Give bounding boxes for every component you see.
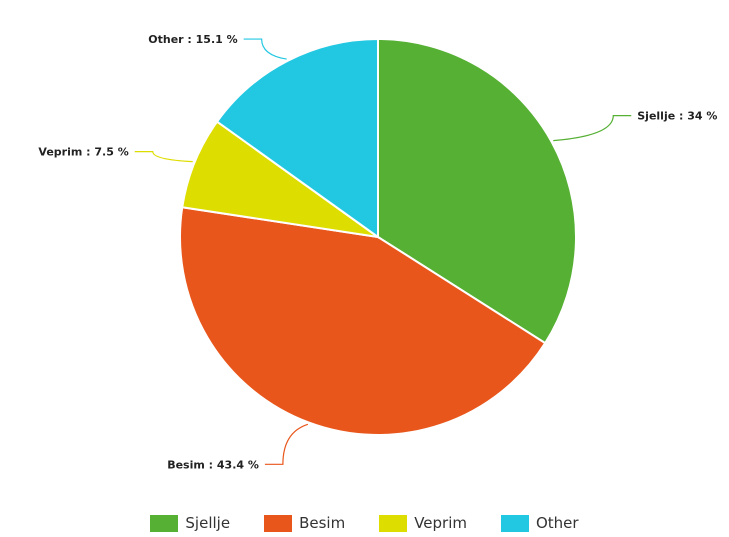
legend-swatch-other bbox=[500, 514, 529, 532]
leader-line-veprim bbox=[134, 151, 193, 163]
legend-item-besim[interactable]: Besim bbox=[264, 514, 345, 532]
pie-chart: Sjellje : 34 % Besim : 43.4 % Veprim : 7.5… bbox=[38, 33, 717, 471]
pie-slice-other[interactable] bbox=[215, 37, 379, 239]
slice-labels: Sjellje : 34 % Besim : 43.4 % Veprim : 7.5… bbox=[38, 33, 717, 471]
legend-swatch-veprim bbox=[379, 514, 408, 532]
slice-label-other: Other : 15.1 % bbox=[148, 33, 237, 46]
legend-label-sjellje: Sjellje bbox=[185, 514, 231, 532]
pie-slices bbox=[179, 37, 577, 436]
pie-slice-sjellje[interactable] bbox=[377, 37, 577, 345]
legend: Sjellje Besim Veprim Other bbox=[0, 510, 729, 536]
slice-label-sjellje: Sjellje : 34 % bbox=[637, 110, 717, 123]
legend-label-besim: Besim bbox=[299, 514, 346, 532]
leader-line-besim bbox=[264, 423, 309, 465]
slice-label-besim: Besim : 43.4 % bbox=[167, 458, 259, 471]
legend-item-sjellje[interactable]: Sjellje bbox=[150, 514, 230, 532]
legend-label-other: Other bbox=[535, 514, 579, 532]
leader-line-other bbox=[243, 38, 287, 60]
label-leader-lines bbox=[134, 38, 632, 465]
slice-label-veprim: Veprim : 7.5 % bbox=[38, 146, 128, 159]
legend-item-veprim[interactable]: Veprim bbox=[379, 514, 467, 532]
legend-item-other[interactable]: Other bbox=[500, 514, 579, 532]
legend-swatch-sjellje bbox=[150, 514, 179, 532]
legend-swatch-besim bbox=[264, 514, 293, 532]
legend-label-veprim: Veprim bbox=[414, 514, 467, 532]
leader-line-sjellje bbox=[553, 115, 632, 142]
pie-slice-besim[interactable] bbox=[179, 206, 547, 436]
